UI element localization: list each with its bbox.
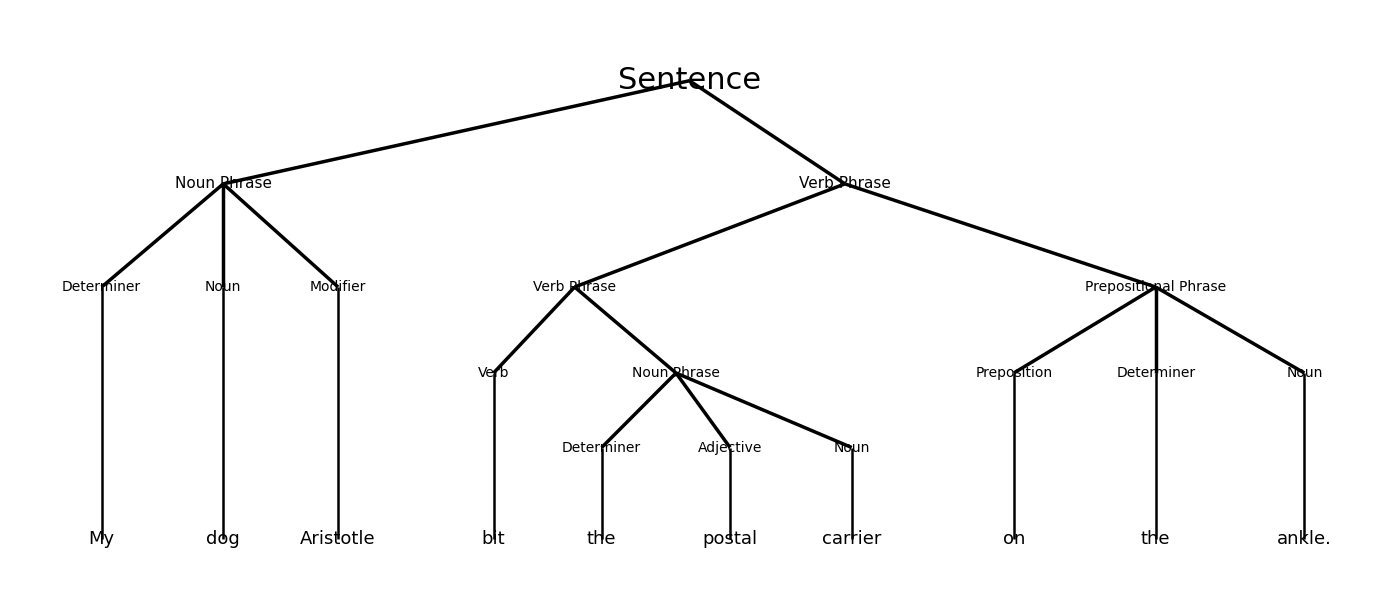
Text: the: the (1140, 530, 1171, 548)
Text: Adjective: Adjective (698, 441, 763, 454)
Text: Verb Phrase: Verb Phrase (798, 176, 891, 192)
Text: carrier: carrier (822, 530, 881, 548)
Text: Preposition: Preposition (975, 366, 1052, 380)
Text: Noun: Noun (1287, 366, 1322, 380)
Text: Verb Phrase: Verb Phrase (534, 280, 616, 294)
Text: bit: bit (481, 530, 505, 548)
Text: Noun: Noun (205, 280, 241, 294)
Text: Noun: Noun (833, 441, 870, 454)
Text: Aristotle: Aristotle (301, 530, 376, 548)
Text: on: on (1003, 530, 1025, 548)
Text: Noun Phrase: Noun Phrase (175, 176, 272, 192)
Text: dog: dog (207, 530, 240, 548)
Text: Determiner: Determiner (1116, 366, 1196, 380)
Text: postal: postal (702, 530, 757, 548)
Text: Verb: Verb (477, 366, 509, 380)
Text: Modifier: Modifier (310, 280, 367, 294)
Text: Prepositional Phrase: Prepositional Phrase (1085, 280, 1226, 294)
Text: Noun Phrase: Noun Phrase (632, 366, 720, 380)
Text: ankle.: ankle. (1277, 530, 1332, 548)
Text: Sentence: Sentence (618, 66, 761, 95)
Text: Determiner: Determiner (62, 280, 141, 294)
Text: Determiner: Determiner (563, 441, 641, 454)
Text: the: the (587, 530, 616, 548)
Text: My: My (88, 530, 114, 548)
